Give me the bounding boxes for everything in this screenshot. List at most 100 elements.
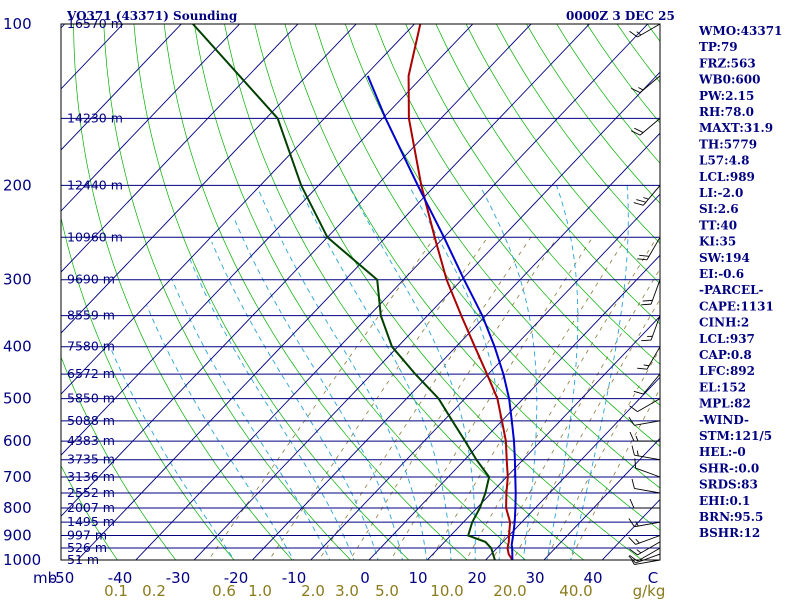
wind-barb (629, 498, 660, 509)
height-label: 5850 m (67, 391, 115, 406)
wind-barb-flag (631, 445, 635, 456)
wind-barb-half-flag (638, 87, 644, 91)
wind-barb-half-flag (643, 364, 650, 367)
wind-barb-flag (631, 87, 641, 94)
wind-barb-flag (636, 199, 646, 203)
mixing-ratio-line (465, 237, 658, 560)
wind-barb-staff (637, 541, 661, 556)
index-line: LCL:937 (699, 332, 755, 346)
wind-barb (633, 185, 661, 206)
index-line: -WIND- (699, 413, 749, 427)
wind-barb (629, 398, 661, 412)
isotherm-line (61, 24, 416, 395)
wind-barb-flag (629, 30, 638, 38)
background-lines (61, 24, 660, 560)
wind-barb (629, 541, 661, 556)
wind-barb-staff (639, 75, 661, 93)
wind-barb-staff (634, 521, 661, 528)
isotherm-line (61, 24, 241, 212)
dry-adiabat (61, 465, 118, 560)
wind-barb-staff (635, 535, 661, 545)
station-title: VO371 (43371) Sounding (66, 9, 238, 23)
pressure-tick-label: 400 (3, 338, 32, 356)
wind-barb-flag (631, 478, 635, 489)
mixing-ratio-tick-label: 1.0 (248, 582, 272, 600)
wind-barb-half-flag (631, 559, 635, 565)
wind-barb-staff (637, 398, 661, 412)
wind-barb-staff (639, 118, 661, 136)
wind-barb-staff (634, 488, 661, 494)
moist-adiabat (348, 185, 476, 560)
index-line: BSHR:12 (699, 526, 760, 540)
wind-barb-flag (628, 518, 635, 527)
wind-barb-half-flag (636, 450, 639, 456)
moist-adiabat (546, 185, 579, 560)
wind-barb (629, 23, 661, 38)
temperature-line (407, 24, 514, 560)
index-line: MAXT:31.9 (699, 121, 773, 135)
wind-barb (641, 315, 661, 342)
mixing-ratio-tick-label: 0.1 (104, 582, 128, 600)
wind-barb-flag (642, 299, 653, 302)
dry-adiabat (586, 24, 660, 124)
dry-adiabat (61, 356, 177, 560)
wind-barb (634, 458, 661, 478)
pressure-tick-label: 1000 (3, 551, 41, 569)
index-line: LFC:892 (699, 364, 755, 378)
temperature-tick-label: -50 (50, 569, 75, 587)
index-line: EI:-0.6 (699, 267, 744, 281)
wind-barb-staff (642, 185, 661, 206)
index-line: HEL:-0 (699, 445, 746, 459)
pressure-tick-label: 700 (3, 468, 32, 486)
stability-indices: WMO:43371 TP:79 FRZ:563 WB0:600 PW:2.15 RH:78… (698, 24, 782, 540)
wind-barb (641, 279, 661, 306)
height-label: 4383 m (67, 433, 115, 448)
wind-barb-flag (637, 258, 648, 261)
index-line: CINH:2 (699, 316, 749, 330)
isotherm-line (601, 498, 660, 560)
wind-barb-half-flag (635, 538, 640, 544)
temperature-tick-label: C (648, 569, 658, 587)
mixing-ratio-tick-label: 0.2 (142, 582, 166, 600)
pressure-tick-label: 900 (3, 527, 32, 545)
isotherm-line (61, 24, 299, 273)
mixing-ratio-line (318, 237, 532, 560)
wind-barb-flag (629, 498, 635, 509)
sounding-profiles (192, 24, 517, 560)
wind-barb (637, 237, 661, 261)
pressure-tick-label: 800 (3, 499, 32, 517)
mixing-ratio-tick-label: 3.0 (335, 582, 359, 600)
wind-barb-half-flag (636, 31, 642, 36)
wind-barb (628, 518, 661, 528)
temperature-tick-label: -30 (166, 569, 191, 587)
wind-barb-staff (642, 373, 661, 395)
index-line: -PARCEL- (699, 283, 764, 297)
wind-barb-staff (634, 420, 661, 426)
wind-barb (628, 416, 661, 426)
valid-time: 0000Z 3 DEC 25 (566, 9, 675, 23)
index-line: CAPE:1131 (699, 299, 774, 313)
moist-adiabat (189, 259, 355, 560)
index-line: TH:5779 (699, 137, 757, 151)
mixing-ratio-tick-label: 20.0 (493, 582, 526, 600)
wind-barb (631, 75, 661, 94)
mb-axis-label: mb (33, 569, 57, 587)
height-label: 2552 m (67, 485, 115, 500)
wind-barb-flag (633, 390, 644, 395)
dry-adiabat (163, 24, 468, 560)
isotherm-line (61, 24, 532, 517)
pressure-tick-label: 200 (3, 176, 32, 194)
wind-barb-flag (628, 536, 636, 545)
wind-barb (631, 118, 661, 136)
wind-barb-staff (634, 454, 661, 461)
isotherm-line (76, 24, 591, 560)
index-line: KI:35 (699, 235, 736, 249)
pressure-tick-label: 300 (3, 271, 32, 289)
moist-adiabat (171, 279, 331, 560)
wind-barb-half-flag (636, 549, 642, 554)
mixing-ratio-tick-label: 0.6 (212, 582, 236, 600)
index-line: LI:-2.0 (699, 186, 743, 200)
wind-barb-staff (650, 315, 661, 341)
wind-barb-flag (637, 367, 648, 370)
